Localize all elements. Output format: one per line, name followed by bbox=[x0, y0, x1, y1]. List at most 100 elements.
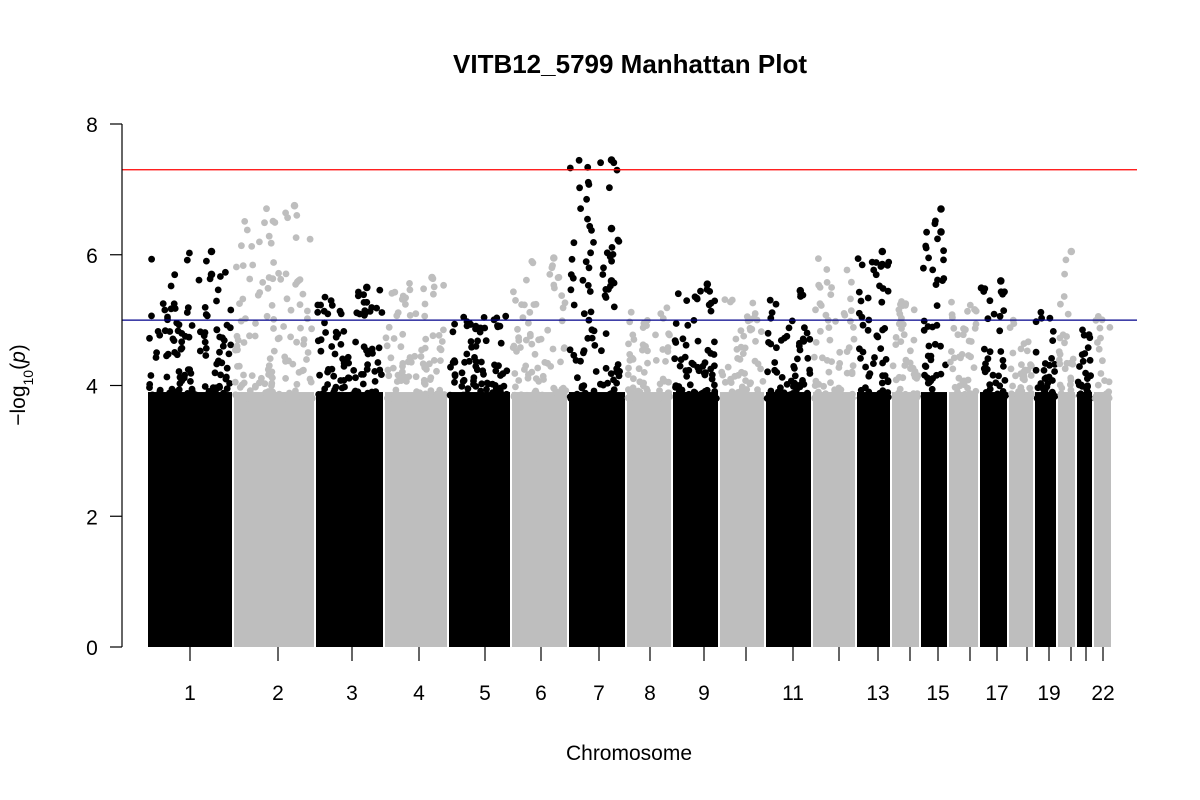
snp-point bbox=[812, 339, 820, 346]
snp-point bbox=[746, 324, 754, 332]
snp-point bbox=[269, 275, 277, 283]
snp-point bbox=[286, 394, 294, 402]
chromosome-17-dense-band bbox=[980, 392, 1007, 647]
snp-point bbox=[515, 377, 523, 384]
snp-point bbox=[499, 370, 507, 378]
snp-point bbox=[331, 386, 339, 394]
snp-point bbox=[1007, 365, 1015, 373]
snp-point bbox=[1032, 366, 1040, 374]
snp-point bbox=[626, 318, 634, 326]
snp-point bbox=[368, 345, 376, 353]
snp-point bbox=[399, 360, 407, 367]
snp-point bbox=[473, 366, 481, 374]
snp-point bbox=[560, 345, 568, 352]
snp-point bbox=[421, 312, 429, 320]
snp-point bbox=[431, 394, 439, 402]
snp-point bbox=[764, 329, 772, 337]
snp-point bbox=[524, 374, 532, 382]
x-tick-label: 9 bbox=[698, 682, 710, 705]
snp-point bbox=[806, 370, 814, 377]
snp-point bbox=[558, 317, 566, 325]
snp-point bbox=[554, 274, 562, 282]
snp-point bbox=[732, 335, 740, 343]
snp-point bbox=[528, 258, 536, 265]
snp-point bbox=[259, 279, 267, 286]
chromosome-6-dense-band bbox=[512, 392, 567, 647]
snp-point bbox=[195, 276, 203, 284]
snp-point bbox=[1079, 357, 1087, 365]
snp-point bbox=[358, 392, 366, 400]
snp-point bbox=[249, 261, 257, 269]
snp-point bbox=[376, 286, 384, 294]
snp-point bbox=[954, 331, 962, 339]
snp-point bbox=[921, 371, 928, 379]
snp-point bbox=[1048, 355, 1055, 362]
snp-point bbox=[321, 293, 329, 301]
snp-point bbox=[544, 326, 552, 334]
snp-point bbox=[1067, 386, 1075, 394]
snp-point bbox=[785, 324, 793, 332]
snp-point bbox=[408, 393, 416, 401]
snp-point bbox=[1015, 390, 1022, 398]
snp-point bbox=[1041, 384, 1049, 391]
snp-point bbox=[697, 287, 704, 295]
snp-point bbox=[1086, 395, 1094, 402]
snp-point bbox=[892, 334, 900, 341]
snp-point bbox=[345, 359, 352, 367]
snp-point bbox=[899, 302, 907, 309]
snp-point bbox=[460, 313, 468, 321]
top-hit-point bbox=[997, 277, 1005, 285]
snp-point bbox=[671, 337, 679, 344]
snp-point bbox=[375, 344, 383, 352]
snp-point bbox=[534, 364, 542, 372]
snp-point bbox=[950, 324, 958, 332]
snp-point bbox=[690, 361, 697, 368]
snp-point bbox=[261, 380, 269, 388]
snp-point bbox=[780, 389, 788, 397]
snp-point bbox=[1012, 372, 1019, 380]
snp-point bbox=[264, 284, 272, 292]
snp-point bbox=[602, 330, 610, 337]
snp-point bbox=[420, 379, 428, 387]
snp-point bbox=[286, 389, 293, 397]
snp-point bbox=[763, 395, 771, 402]
chromosome-10-dense-band bbox=[720, 392, 764, 647]
snp-point bbox=[360, 291, 367, 299]
snp-point bbox=[672, 320, 680, 327]
snp-point bbox=[822, 311, 830, 319]
snp-point bbox=[1020, 369, 1028, 377]
snp-point bbox=[754, 386, 761, 393]
snp-point bbox=[948, 348, 955, 355]
chromosome-13-points bbox=[854, 255, 893, 647]
snp-point bbox=[325, 366, 332, 373]
snp-point bbox=[370, 395, 378, 402]
snp-point bbox=[308, 393, 315, 401]
snp-point bbox=[737, 393, 745, 401]
chromosome-5-dense-band bbox=[449, 392, 510, 647]
snp-point bbox=[879, 326, 886, 334]
snp-point bbox=[924, 352, 932, 360]
snp-point bbox=[908, 394, 915, 402]
snp-point bbox=[557, 358, 564, 366]
snp-point bbox=[931, 220, 939, 228]
snp-point bbox=[399, 292, 407, 300]
snp-point bbox=[971, 306, 978, 313]
snp-point bbox=[287, 333, 294, 341]
snp-point bbox=[949, 365, 957, 373]
snp-point bbox=[584, 215, 591, 223]
snp-point bbox=[948, 298, 955, 306]
snp-point bbox=[337, 377, 345, 384]
snp-point bbox=[662, 358, 669, 365]
x-tick-label: 7 bbox=[593, 682, 605, 705]
chromosome-21-dense-band bbox=[1077, 392, 1092, 647]
snp-point bbox=[1033, 394, 1041, 402]
snp-point bbox=[511, 393, 519, 401]
snp-point bbox=[1075, 381, 1083, 389]
snp-point bbox=[270, 347, 278, 355]
snp-point bbox=[702, 369, 709, 377]
snp-point bbox=[1026, 384, 1034, 392]
chromosome-17-points bbox=[977, 284, 1010, 647]
snp-point bbox=[766, 296, 774, 304]
snp-point bbox=[587, 308, 595, 316]
snp-point bbox=[578, 383, 586, 390]
